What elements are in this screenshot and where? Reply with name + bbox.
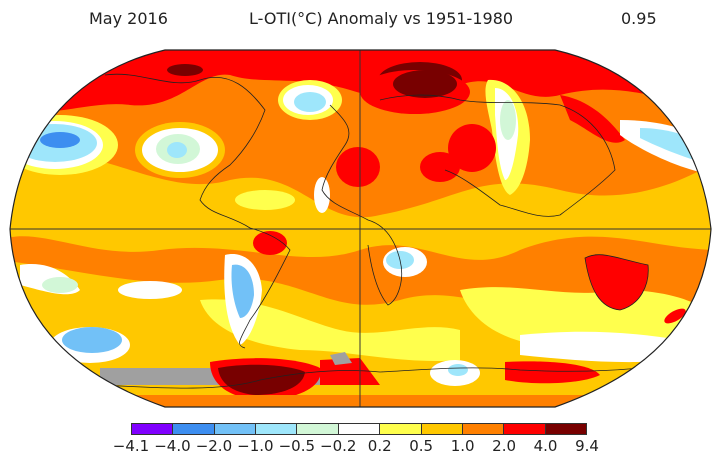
- colorbar-tick-label: −0.5: [278, 437, 316, 455]
- global-mean-value: 0.95: [621, 9, 657, 28]
- colorbar-swatch: [132, 424, 174, 434]
- colorbar-tick-label: −4.0: [154, 437, 191, 455]
- colorbar-tick-label: 9.4: [575, 437, 599, 455]
- colorbar-swatch: [297, 424, 339, 434]
- date-label: May 2016: [89, 9, 168, 28]
- colorbar-tick-label: 4.0: [533, 437, 558, 455]
- chart-title: L-OTI(°C) Anomaly vs 1951-1980: [249, 9, 514, 28]
- colorbar-swatch: [214, 424, 257, 434]
- map-outline: [9, 49, 712, 408]
- colorbar-tick-label: 1.0: [450, 437, 475, 455]
- title-row: May 2016 L-OTI(°C) Anomaly vs 1951-1980 …: [0, 0, 720, 40]
- colorbar-tick-labels: −4.1 −4.0 −2.0 −1.0 −0.5 −0.2 0.2 0.5 1.0 2.0 4.0 9…: [0, 437, 720, 459]
- colorbar-tick-label: −2.0: [195, 437, 233, 455]
- coastlines: [99, 73, 649, 389]
- colorbar-swatch: [338, 424, 381, 434]
- colorbar-swatch: [545, 424, 586, 434]
- colorbar-tick-label: −1.0: [237, 437, 274, 455]
- colorbar-swatch: [421, 424, 463, 434]
- colorbar-tick-label: 0.2: [367, 437, 392, 455]
- colorbar-swatch: [504, 424, 546, 434]
- colorbar-tick-label: −4.1: [112, 437, 150, 455]
- colorbar-tick-label: 2.0: [492, 437, 517, 455]
- colorbar-swatch: [380, 424, 422, 434]
- colorbar-swatch: [173, 424, 215, 434]
- colorbar: [131, 423, 587, 435]
- colorbar-swatch: [256, 424, 298, 434]
- colorbar-tick-label: −0.2: [320, 437, 357, 455]
- colorbar-swatch: [462, 424, 505, 434]
- colorbar-tick-label: 0.5: [409, 437, 434, 455]
